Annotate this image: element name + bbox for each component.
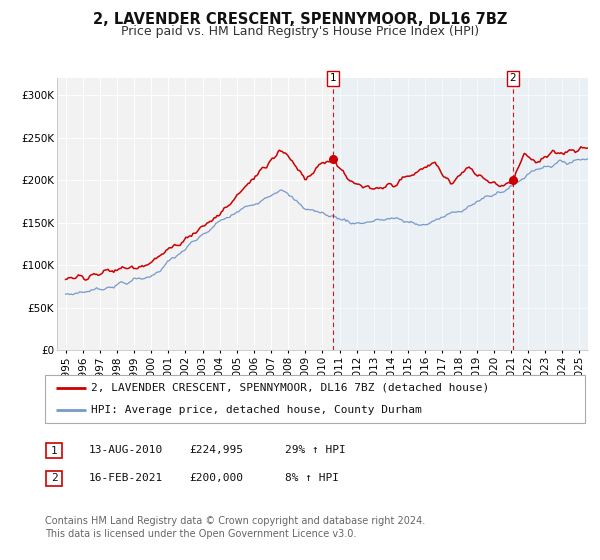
Text: This data is licensed under the Open Government Licence v3.0.: This data is licensed under the Open Gov… — [45, 529, 356, 539]
Text: 16-FEB-2021: 16-FEB-2021 — [89, 473, 163, 483]
Text: 1: 1 — [50, 446, 58, 456]
FancyBboxPatch shape — [46, 444, 62, 458]
Text: 2, LAVENDER CRESCENT, SPENNYMOOR, DL16 7BZ: 2, LAVENDER CRESCENT, SPENNYMOOR, DL16 7… — [93, 12, 507, 27]
Text: £200,000: £200,000 — [189, 473, 243, 483]
Text: Price paid vs. HM Land Registry's House Price Index (HPI): Price paid vs. HM Land Registry's House … — [121, 25, 479, 38]
Text: 29% ↑ HPI: 29% ↑ HPI — [285, 445, 346, 455]
Text: 1: 1 — [330, 73, 337, 83]
Bar — [513, 78, 588, 350]
Text: 2: 2 — [50, 473, 58, 483]
Text: 8% ↑ HPI: 8% ↑ HPI — [285, 473, 339, 483]
Text: 2, LAVENDER CRESCENT, SPENNYMOOR, DL16 7BZ (detached house): 2, LAVENDER CRESCENT, SPENNYMOOR, DL16 7… — [91, 382, 489, 393]
FancyBboxPatch shape — [45, 375, 585, 423]
Text: HPI: Average price, detached house, County Durham: HPI: Average price, detached house, Coun… — [91, 405, 422, 416]
Bar — [333, 78, 513, 350]
Text: 13-AUG-2010: 13-AUG-2010 — [89, 445, 163, 455]
FancyBboxPatch shape — [46, 470, 62, 486]
Text: £224,995: £224,995 — [189, 445, 243, 455]
Text: Contains HM Land Registry data © Crown copyright and database right 2024.: Contains HM Land Registry data © Crown c… — [45, 516, 425, 526]
Text: 2: 2 — [510, 73, 517, 83]
